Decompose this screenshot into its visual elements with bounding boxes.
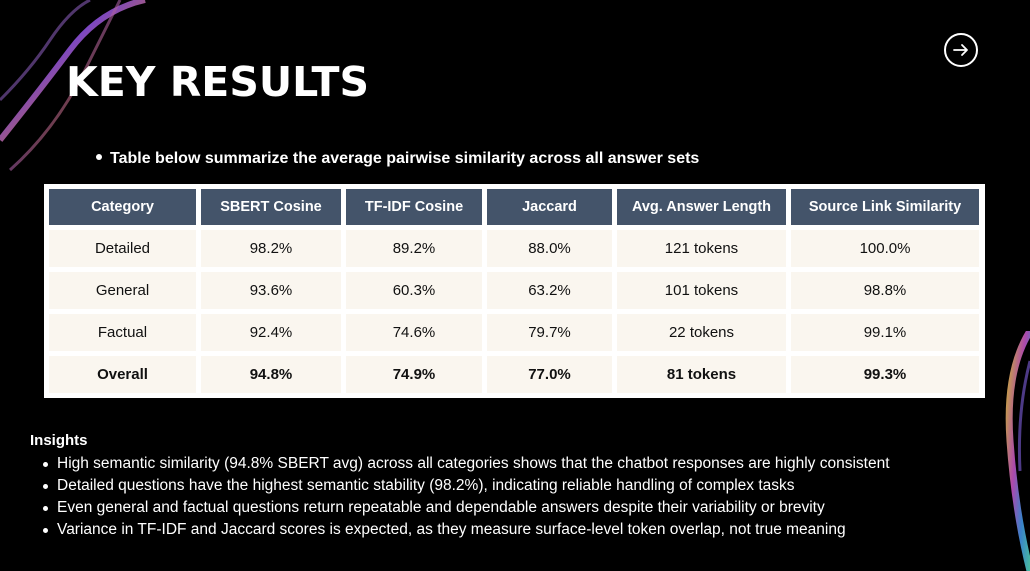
bubble-decoration-bottom-right [1005,331,1030,571]
list-item: Even general and factual questions retur… [43,497,890,519]
table-row: General 93.6% 60.3% 63.2% 101 tokens 98.… [49,272,979,309]
table-row-overall: Overall 94.8% 74.9% 77.0% 81 tokens 99.3… [49,356,979,393]
table-cell: 60.3% [346,272,482,309]
table-cell: General [49,272,196,309]
table-cell: 74.9% [346,356,482,393]
column-header: SBERT Cosine [201,189,341,225]
table-cell: 100.0% [791,230,979,267]
table-cell: 93.6% [201,272,341,309]
table-cell: Detailed [49,230,196,267]
results-table-container: Category SBERT Cosine TF-IDF Cosine Jacc… [44,184,985,398]
list-item: High semantic similarity (94.8% SBERT av… [43,453,890,475]
results-table: Category SBERT Cosine TF-IDF Cosine Jacc… [44,184,984,398]
column-header: Jaccard [487,189,612,225]
column-header: Source Link Similarity [791,189,979,225]
table-cell: 81 tokens [617,356,786,393]
table-row: Detailed 98.2% 89.2% 88.0% 121 tokens 10… [49,230,979,267]
table-cell: 94.8% [201,356,341,393]
table-cell: 99.3% [791,356,979,393]
bullet-dot [96,153,102,160]
table-cell: 79.7% [487,314,612,351]
table-summary-bullet: Table below summarize the average pairwi… [96,150,699,168]
column-header: Category [49,189,196,225]
table-cell: Overall [49,356,196,393]
table-cell: 92.4% [201,314,341,351]
table-cell: 63.2% [487,272,612,309]
insights-heading: Insights [30,432,88,449]
insights-section: Insights High semantic similarity (94.8%… [30,432,890,541]
table-cell: 98.2% [201,230,341,267]
table-header-row: Category SBERT Cosine TF-IDF Cosine Jacc… [49,189,979,225]
table-cell: 89.2% [346,230,482,267]
table-cell: 22 tokens [617,314,786,351]
column-header: Avg. Answer Length [617,189,786,225]
column-header: TF-IDF Cosine [346,189,482,225]
table-cell: 121 tokens [617,230,786,267]
table-cell: Factual [49,314,196,351]
table-cell: 74.6% [346,314,482,351]
arrow-right-circle-icon [953,44,968,56]
table-cell: 101 tokens [617,272,786,309]
list-item: Variance in TF-IDF and Jaccard scores is… [43,519,890,541]
table-cell: 88.0% [487,230,612,267]
insights-list: High semantic similarity (94.8% SBERT av… [30,453,890,541]
table-row: Factual 92.4% 74.6% 79.7% 22 tokens 99.1… [49,314,979,351]
next-slide-button[interactable] [944,33,978,67]
bubble-decoration-top-left [0,0,146,172]
list-item: Detailed questions have the highest sema… [43,475,890,497]
table-summary-text: Table below summarize the average pairwi… [110,150,700,167]
slide-title: KEY RESULTS [66,58,369,106]
table-cell: 99.1% [791,314,979,351]
table-cell: 98.8% [791,272,979,309]
table-cell: 77.0% [487,356,612,393]
